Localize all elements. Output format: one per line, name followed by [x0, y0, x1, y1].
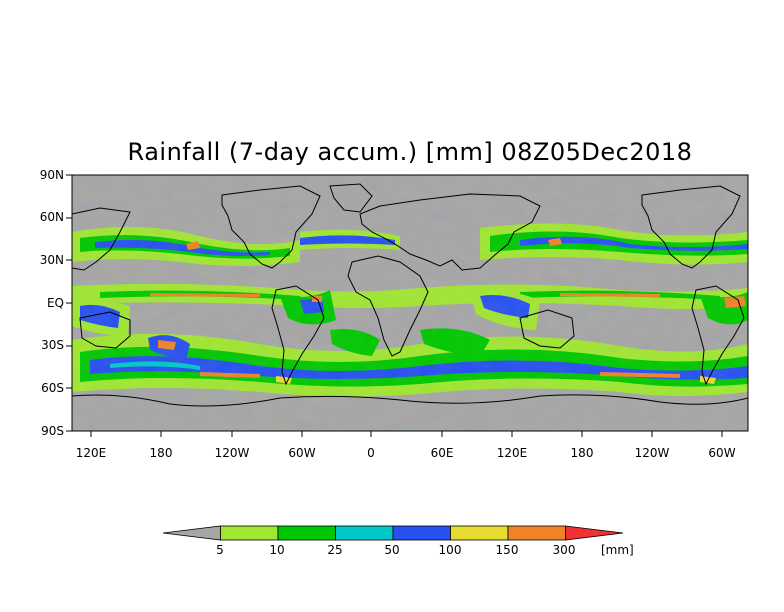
- colorbar-segment: [392, 525, 451, 541]
- coastline-greenland: [329, 183, 373, 213]
- lat-label-eq: EQ: [46, 296, 64, 310]
- coastline-south-america-left: [271, 285, 325, 386]
- lon-label-120w: 120W: [214, 446, 250, 460]
- map-title: Rainfall (7-day accum.) [mm] 08Z05Dec201…: [127, 138, 693, 166]
- colorbar-segment: [335, 525, 394, 541]
- lat-label-60n: 60N: [39, 210, 64, 224]
- colorbar-label-50: 50: [384, 543, 400, 557]
- colorbar-label-300: 300: [552, 543, 576, 557]
- coastline-north-america-right: [641, 185, 741, 269]
- coastline-asia-left: [72, 207, 131, 271]
- coastline-eurasia: [359, 193, 541, 271]
- colorbar-label-25: 25: [327, 543, 343, 557]
- coastline-south-america-right: [691, 285, 745, 386]
- lon-label-60w-2: 60W: [708, 446, 736, 460]
- coastline-australia-left: [79, 311, 131, 349]
- lat-label-30n: 30N: [39, 253, 64, 267]
- lon-label-0: 0: [367, 446, 375, 460]
- colorbar-segment: [450, 525, 509, 541]
- lon-label-120e: 120E: [75, 446, 107, 460]
- colorbar-label-100: 100: [438, 543, 462, 557]
- colorbar-segment: [277, 525, 336, 541]
- colorbar: [162, 525, 624, 541]
- lat-label-60s: 60S: [41, 381, 64, 395]
- colorbar-label-5: 5: [216, 543, 224, 557]
- colorbar-label-10: 10: [269, 543, 285, 557]
- colorbar-segment: [565, 525, 624, 541]
- coastline-antarctica: [72, 394, 748, 407]
- colorbar-units: [mm]: [601, 543, 634, 557]
- lon-label-180-2: 180: [570, 446, 594, 460]
- coastlines: [72, 183, 748, 407]
- lat-label-30s: 30S: [41, 338, 64, 352]
- lon-label-120e-2: 120E: [496, 446, 528, 460]
- lat-label-90s: 90S: [41, 424, 64, 438]
- colorbar-label-150: 150: [495, 543, 519, 557]
- colorbar-segment: [507, 525, 566, 541]
- colorbar-segment: [162, 525, 221, 541]
- rain-fields: [72, 175, 748, 431]
- lon-label-120w-2: 120W: [634, 446, 670, 460]
- lon-label-60w: 60W: [288, 446, 316, 460]
- lat-label-90n: 90N: [39, 168, 64, 182]
- coastline-africa: [347, 255, 429, 357]
- coastline-australia: [519, 309, 575, 349]
- lon-label-180: 180: [149, 446, 173, 460]
- axis-ticks: [66, 174, 723, 437]
- coastline-north-america-left: [221, 185, 321, 269]
- colorbar-segment: [220, 525, 279, 541]
- lon-label-60e: 60E: [430, 446, 454, 460]
